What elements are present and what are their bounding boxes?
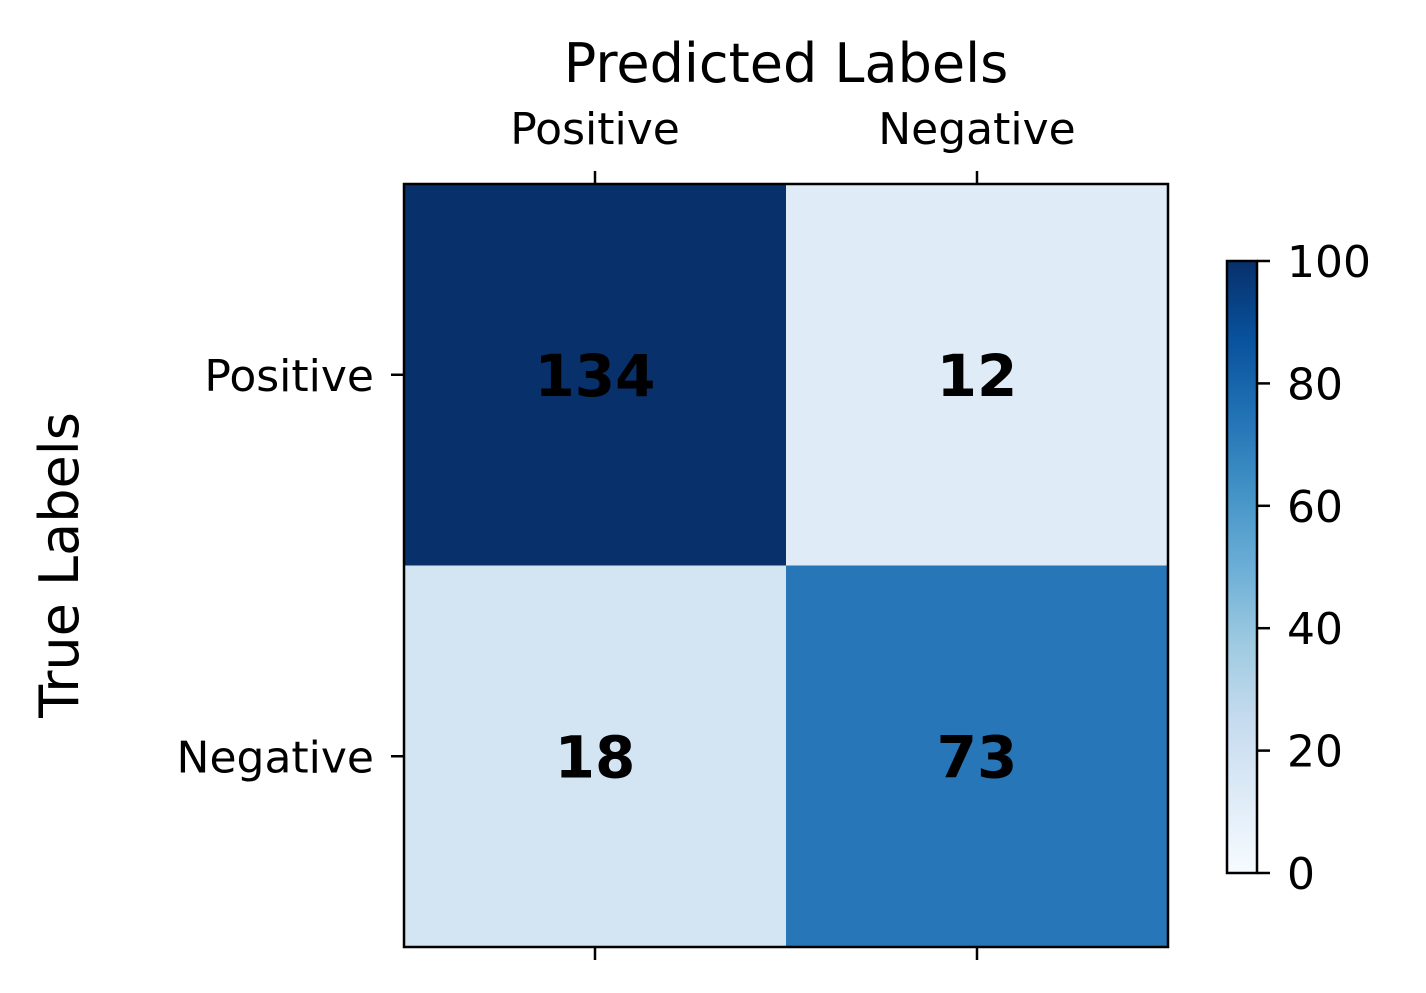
heatmap-cell-r1-c1 — [786, 565, 1169, 948]
plot-frame — [402, 182, 1170, 949]
colorbar: 0 20 40 60 80 100 — [1225, 237, 1371, 900]
cell-value-r1-c1: 73 — [937, 723, 1018, 791]
colorbar-tick-label-2: 40 — [1287, 604, 1343, 655]
axis-ticks: Positive Negative Positive Negative — [177, 104, 1076, 960]
colorbar-tick-label-3: 60 — [1287, 482, 1343, 533]
y-axis-title: True Labels — [28, 412, 91, 719]
cell-value-r0-c1: 12 — [937, 342, 1018, 410]
y-tick-label-1: Negative — [177, 732, 374, 783]
heatmap-cells — [404, 184, 1169, 948]
x-tick-label-1: Negative — [878, 104, 1075, 155]
x-axis-title: Predicted Labels — [564, 32, 1008, 95]
colorbar-gradient — [1225, 259, 1259, 875]
cell-value-r1-c0: 18 — [555, 723, 636, 791]
colorbar-tick-label-4: 80 — [1287, 359, 1343, 410]
heatmap-cell-labels: 134 12 18 73 — [534, 342, 1017, 792]
x-tick-label-0: Positive — [510, 104, 680, 155]
colorbar-tick-label-5: 100 — [1287, 237, 1371, 288]
heatmap-cell-r0-c1 — [786, 184, 1169, 566]
colorbar-ticks: 0 20 40 60 80 100 — [1257, 237, 1371, 900]
colorbar-tick-label-1: 20 — [1287, 727, 1343, 778]
heatmap-cell-r0-c0 — [404, 184, 787, 566]
cell-value-r0-c0: 134 — [534, 342, 655, 410]
y-tick-label-0: Positive — [204, 351, 374, 402]
colorbar-tick-label-0: 0 — [1287, 849, 1315, 900]
heatmap-cell-r1-c0 — [404, 565, 787, 948]
